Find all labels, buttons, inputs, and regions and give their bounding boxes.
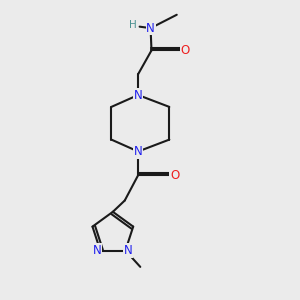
Text: H: H — [130, 20, 137, 30]
Text: N: N — [134, 145, 142, 158]
Text: N: N — [146, 22, 155, 34]
Text: N: N — [93, 244, 102, 257]
Text: O: O — [180, 44, 190, 57]
Text: O: O — [170, 169, 179, 182]
Text: N: N — [134, 88, 142, 101]
Text: N: N — [124, 244, 133, 257]
